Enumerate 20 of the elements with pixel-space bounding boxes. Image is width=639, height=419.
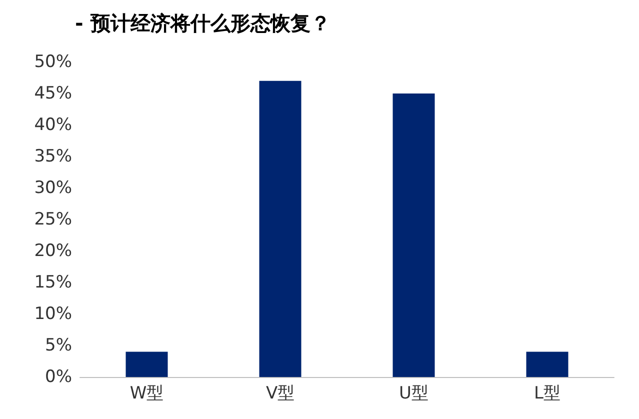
bar <box>259 80 302 377</box>
x-tick-label: W型 <box>130 384 164 404</box>
y-tick-label: 15% <box>34 272 72 292</box>
y-tick-label: 45% <box>34 84 72 104</box>
y-tick-label: 5% <box>45 336 72 356</box>
y-tick-label: 40% <box>34 115 72 135</box>
x-tick-label: U型 <box>399 384 428 404</box>
chart-title: - 预计经济将什么形态恢复？ <box>75 11 330 35</box>
y-tick-label: 10% <box>34 304 72 324</box>
y-tick-label: 30% <box>34 178 72 198</box>
bar <box>126 352 168 377</box>
y-tick-label: 25% <box>34 210 72 230</box>
x-tick-label: L型 <box>534 384 560 404</box>
y-tick-label: 0% <box>45 367 72 387</box>
y-tick-label: 35% <box>34 146 72 166</box>
x-tick-label: V型 <box>266 384 295 404</box>
y-tick-label: 20% <box>34 241 72 261</box>
bar <box>392 94 435 377</box>
bar <box>526 352 568 377</box>
y-tick-label: 50% <box>34 52 72 72</box>
